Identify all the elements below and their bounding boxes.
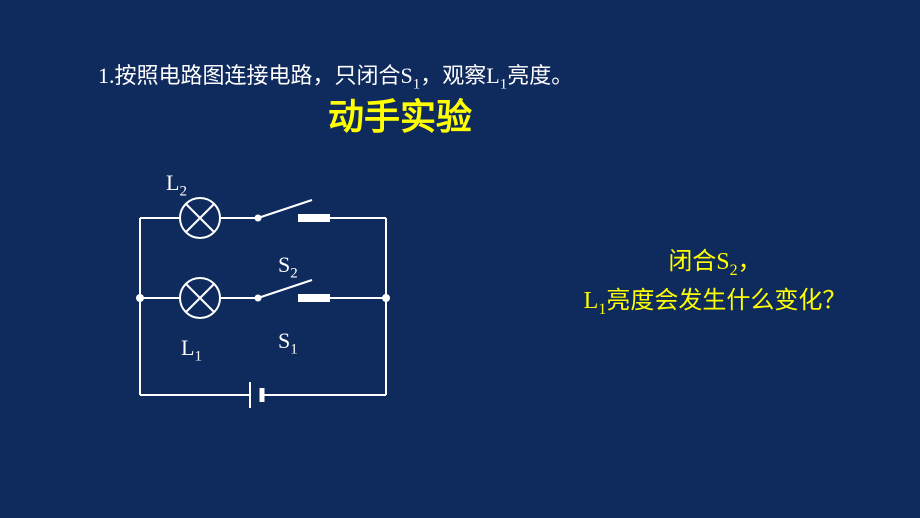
switch-s2-contact (298, 214, 330, 222)
junction-left (137, 295, 143, 301)
circuit-diagram: L2 S2 L1 S1 (128, 170, 418, 440)
page-title: 动手实验 (328, 88, 472, 140)
junction-right (383, 295, 389, 301)
circuit-svg (128, 170, 418, 440)
instruction-mid: ，观察L (420, 63, 499, 88)
switch-s1-contact (298, 294, 330, 302)
question-line1-sub: 2 (730, 262, 738, 279)
question-text: 闭合S2， L1亮度会发生什么变化？ (560, 244, 870, 322)
question-line1-suffix: ， (738, 249, 762, 275)
label-l2: L2 (166, 170, 187, 200)
label-s2: S2 (278, 252, 298, 282)
instruction-suffix: 亮度。 (507, 63, 573, 88)
question-line2-prefix: L (584, 288, 599, 314)
label-l1: L1 (181, 335, 202, 365)
label-s1: S1 (278, 328, 298, 358)
question-line2-suffix: 亮度会发生什么变化？ (606, 288, 846, 314)
question-line1-prefix: 闭合S (668, 249, 729, 275)
instruction-prefix: 1.按照电路图连接电路，只闭合S (98, 63, 413, 88)
